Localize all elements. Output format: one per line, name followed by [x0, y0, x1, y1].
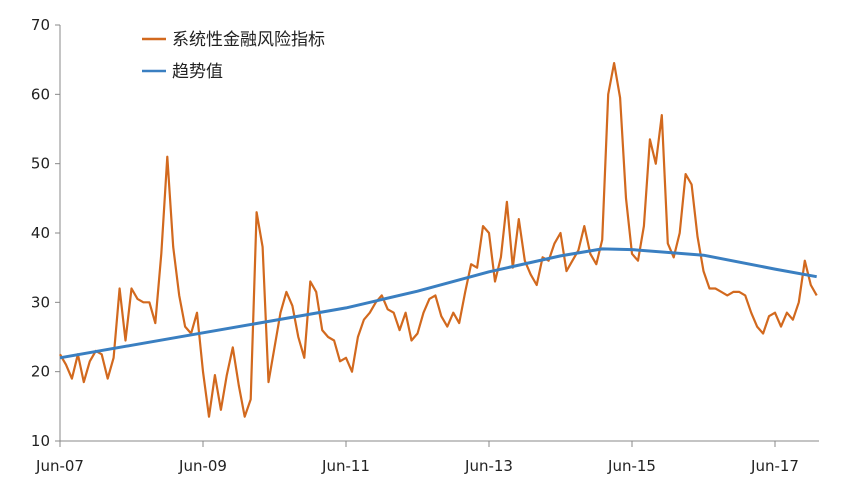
x-tick-label: Jun-17	[750, 457, 799, 475]
y-tick-label: 70	[31, 16, 50, 34]
legend: 系统性金融风险指标 趋势值	[142, 30, 325, 82]
legend-label-trend: 趋势值	[172, 62, 223, 82]
y-tick-label: 20	[31, 363, 50, 381]
x-tick-label: Jun-07	[35, 457, 84, 475]
y-tick-label: 50	[31, 155, 50, 173]
x-tick-label: Jun-13	[464, 457, 513, 475]
series-layer	[59, 61, 818, 418]
risk-indicator-line	[59, 61, 818, 418]
axes: 10 20 30 40 50 60 70 Jun-07 Jun-09 Jun-11 Jun-13 Ju…	[31, 16, 819, 475]
y-tick-label: 30	[31, 293, 50, 311]
y-tick-label: 40	[31, 224, 50, 242]
x-tick-label: Jun-15	[607, 457, 656, 475]
y-tick-label: 60	[31, 85, 50, 103]
y-tick-label: 10	[31, 432, 50, 450]
legend-label-risk: 系统性金融风险指标	[172, 30, 325, 50]
trend-line	[59, 247, 817, 360]
x-tick-label: Jun-11	[321, 457, 370, 475]
x-tick-label: Jun-09	[178, 457, 227, 475]
